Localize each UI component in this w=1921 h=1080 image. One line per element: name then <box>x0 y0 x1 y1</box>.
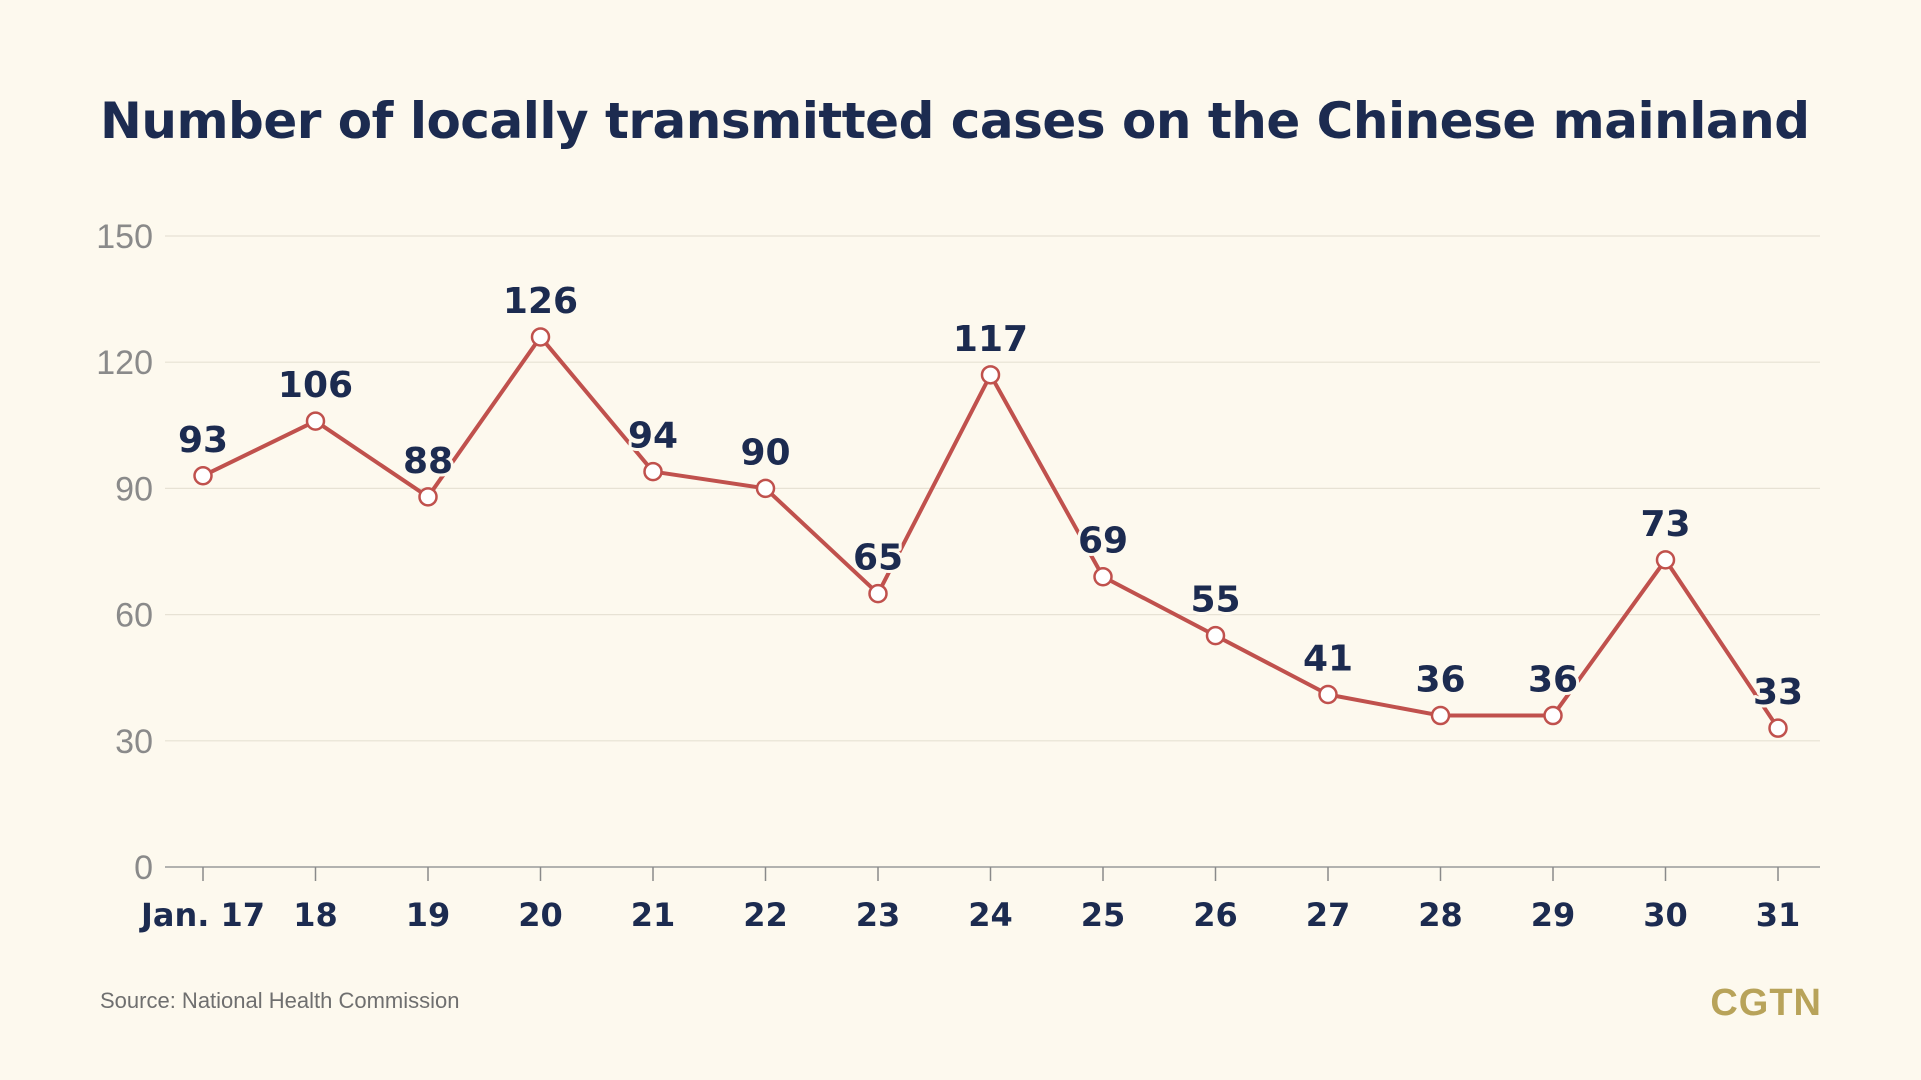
data-label: 117 <box>953 319 1028 360</box>
x-tick-label: 25 <box>1081 896 1126 934</box>
x-tick-label: 29 <box>1531 896 1576 934</box>
data-label: 36 <box>1528 660 1578 701</box>
data-point <box>305 411 326 431</box>
y-tick-label: 150 <box>96 218 153 256</box>
data-label: 36 <box>1415 660 1465 701</box>
y-tick-label: 120 <box>96 344 153 382</box>
data-point <box>643 461 663 482</box>
x-axis: Jan. 17 18 19 20 21 22 23 24 25 26 27 28 29 30 31 <box>139 866 1820 934</box>
x-tick-label: 18 <box>293 896 338 934</box>
data-label: 33 <box>1753 672 1803 713</box>
data-label: 73 <box>1640 504 1690 545</box>
data-label: 106 <box>278 365 353 406</box>
x-tick-label: 22 <box>743 896 788 934</box>
data-label: 69 <box>1078 521 1128 562</box>
y-axis: 0 30 60 90 120 150 <box>96 218 153 887</box>
data-point <box>418 487 438 507</box>
data-label: 88 <box>403 441 453 482</box>
chart-title: Number of locally transmitted cases on t… <box>100 92 1810 150</box>
data-label: 41 <box>1303 639 1353 680</box>
x-tick-label: 30 <box>1643 896 1688 934</box>
data-point <box>755 478 776 499</box>
data-points <box>193 327 1788 738</box>
data-point <box>1768 718 1788 738</box>
data-point <box>1430 705 1451 726</box>
y-tick-label: 0 <box>134 849 153 887</box>
data-label: 126 <box>503 281 578 322</box>
x-tick-label: 20 <box>518 896 563 934</box>
brand-logo: CGTN <box>1710 982 1822 1024</box>
data-point <box>1318 684 1338 705</box>
data-label: 93 <box>178 420 228 461</box>
data-point <box>1205 625 1226 646</box>
x-tick-label: 26 <box>1193 896 1238 934</box>
data-label: 65 <box>853 538 903 579</box>
x-tick-label: 31 <box>1756 896 1801 934</box>
x-tick-label: 27 <box>1306 896 1351 934</box>
y-tick-label: 60 <box>115 597 153 635</box>
data-point <box>980 365 1001 385</box>
data-label: 94 <box>628 416 678 457</box>
x-tick-label: 24 <box>968 896 1013 934</box>
data-point <box>1655 550 1676 570</box>
data-point <box>193 466 213 486</box>
data-point <box>530 327 551 347</box>
grid-lines <box>165 235 1820 742</box>
data-labels: 93 106 88 126 94 90 65 117 69 55 41 36 36 73 33 <box>175 278 1806 716</box>
x-tick-label: 19 <box>406 896 451 934</box>
x-tick-label: 28 <box>1418 896 1463 934</box>
data-point <box>868 583 888 604</box>
x-tick-label: 21 <box>631 896 676 934</box>
data-point <box>1093 566 1113 587</box>
y-tick-label: 30 <box>115 723 153 761</box>
source-note: Source: National Health Commission <box>100 988 460 1013</box>
y-tick-label: 90 <box>115 470 153 508</box>
data-label: 55 <box>1190 580 1240 621</box>
data-label: 90 <box>740 432 790 473</box>
x-tick-label: Jan. 17 <box>139 896 265 934</box>
data-point <box>1543 705 1563 726</box>
x-tick-label: 23 <box>856 896 901 934</box>
